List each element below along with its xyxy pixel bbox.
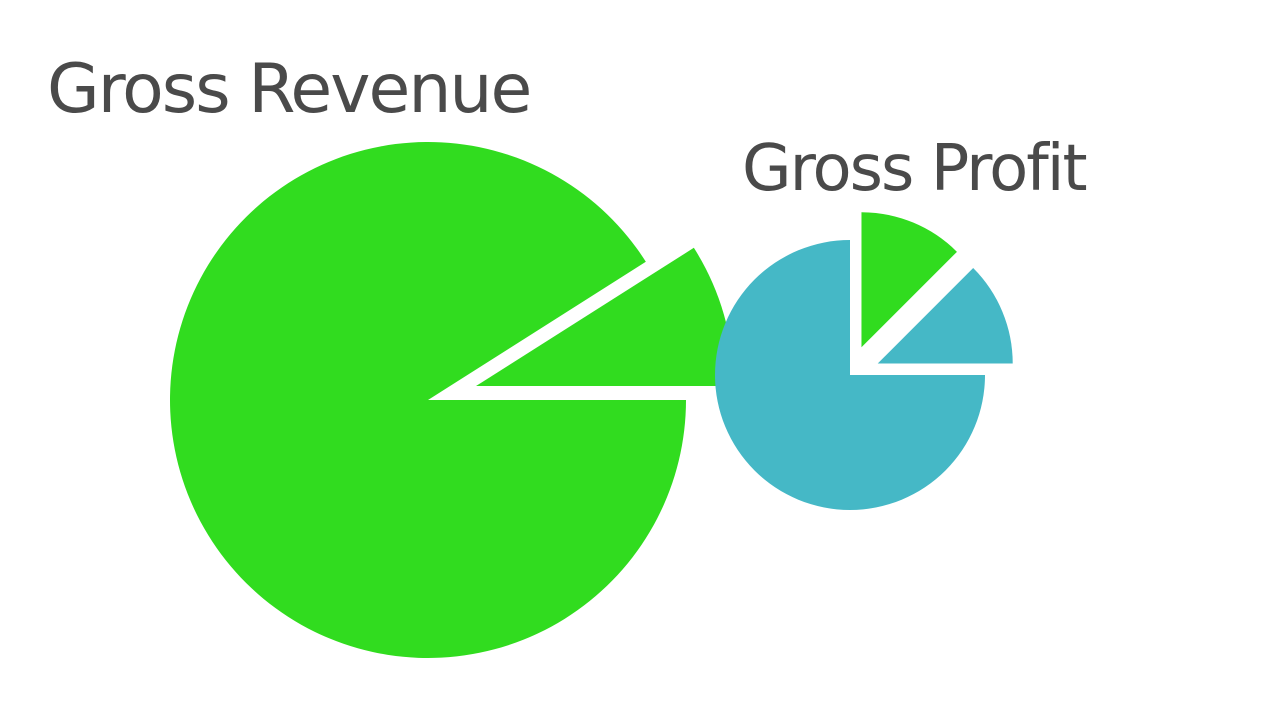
pie-slice: [861, 212, 957, 348]
chart-title: Gross Profit: [742, 132, 1087, 206]
pie-slice: [877, 268, 1013, 364]
pie-slice: [170, 142, 686, 659]
pie-slice: [476, 247, 735, 387]
chart-title: Gross Revenue: [47, 50, 530, 129]
pie-slice: [715, 240, 985, 510]
